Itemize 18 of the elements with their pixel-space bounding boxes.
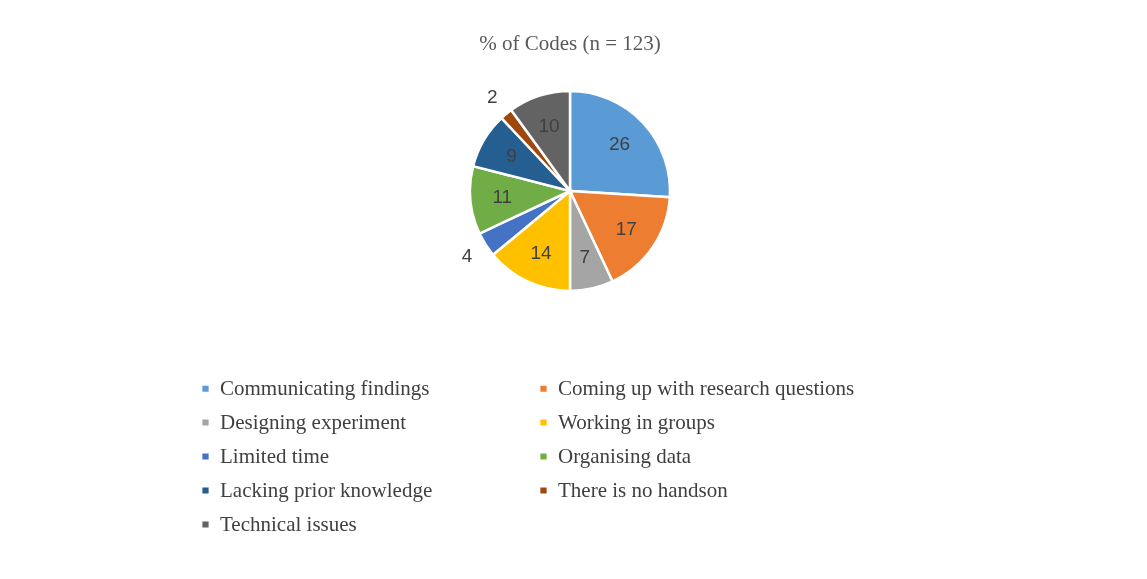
data-label: 14 bbox=[530, 241, 553, 263]
data-label: 9 bbox=[506, 145, 517, 167]
legend-label: There is no handson bbox=[558, 477, 729, 502]
legend-label: Coming up with research questions bbox=[558, 375, 855, 400]
legend-label: Designing experiment bbox=[220, 409, 407, 434]
legend-label: Communicating findings bbox=[220, 375, 430, 400]
data-label: 7 bbox=[579, 246, 591, 268]
data-label: 11 bbox=[492, 186, 513, 208]
data-label: 17 bbox=[615, 218, 637, 240]
legend-label: Organising data bbox=[558, 443, 692, 468]
legend-label: Lacking prior knowledge bbox=[220, 477, 433, 502]
legend-label: Working in groups bbox=[558, 409, 715, 434]
data-label: 26 bbox=[609, 133, 631, 155]
data-label: 4 bbox=[461, 245, 473, 267]
data-label: 2 bbox=[486, 86, 498, 107]
chart-title: % of Codes (n = 123) bbox=[479, 31, 661, 55]
legend-label: Technical issues bbox=[220, 511, 357, 536]
legend-label: Limited time bbox=[220, 443, 330, 468]
